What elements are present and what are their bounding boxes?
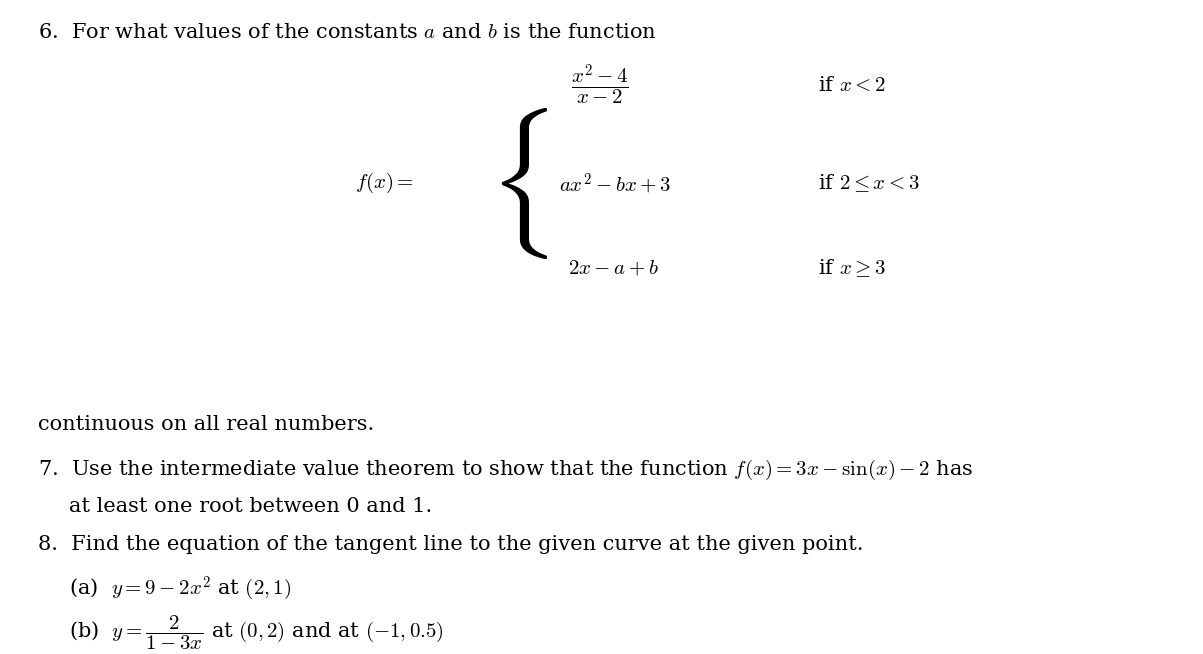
Text: continuous on all real numbers.: continuous on all real numbers. [38,415,375,434]
Text: 8.  Find the equation of the tangent line to the given curve at the given point.: 8. Find the equation of the tangent line… [38,535,864,554]
Text: $ax^2 - bx + 3$: $ax^2 - bx + 3$ [559,171,671,196]
Text: $\{$: $\{$ [487,105,547,261]
Text: $2x - a + b$: $2x - a + b$ [568,258,659,278]
Text: 6.  For what values of the constants $a$ and $b$ is the function: 6. For what values of the constants $a$ … [38,23,657,42]
Text: if $x < 2$: if $x < 2$ [818,75,885,95]
Text: (a)  $y = 9 - 2x^2$ at $(2, 1)$: (a) $y = 9 - 2x^2$ at $(2, 1)$ [69,574,291,602]
Text: if $x \geq 3$: if $x \geq 3$ [818,257,885,279]
Text: at least one root between 0 and 1.: at least one root between 0 and 1. [69,497,432,516]
Text: $f(x) =$: $f(x) =$ [355,171,414,195]
Text: 7.  Use the intermediate value theorem to show that the function $f(x) = 3x - \s: 7. Use the intermediate value theorem to… [38,458,973,482]
Text: (b)  $y = \dfrac{2}{1-3x}$ at $(0, 2)$ and at $(-1, 0.5)$: (b) $y = \dfrac{2}{1-3x}$ at $(0, 2)$ an… [69,613,443,652]
Text: if $2 \leq x < 3$: if $2 \leq x < 3$ [818,172,920,194]
Text: $\dfrac{x^2 - 4}{x - 2}$: $\dfrac{x^2 - 4}{x - 2}$ [571,63,629,107]
